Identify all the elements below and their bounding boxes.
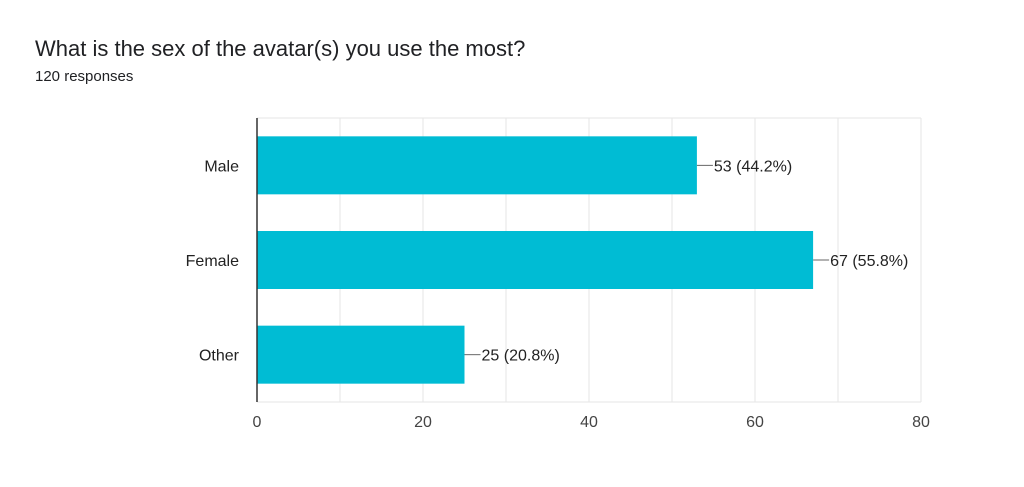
response-count: 120 responses [35,68,134,85]
x-tick-label: 20 [414,414,432,431]
data-label-male: 53 (44.2%) [714,158,792,175]
chart-title: What is the sex of the avatar(s) you use… [35,36,526,61]
category-label-male: Male [204,158,239,175]
x-tick-label: 80 [912,414,930,431]
data-label-female: 67 (55.8%) [830,253,908,270]
category-label-female: Female [186,253,239,270]
bar-female [257,231,814,289]
x-tick-label: 60 [746,414,764,431]
bar-other [257,325,465,384]
data-label-other: 25 (20.8%) [482,348,560,365]
category-label-other: Other [199,348,240,365]
x-tick-label: 40 [580,414,598,431]
bar-male [257,136,697,195]
x-tick-label: 0 [253,414,262,431]
